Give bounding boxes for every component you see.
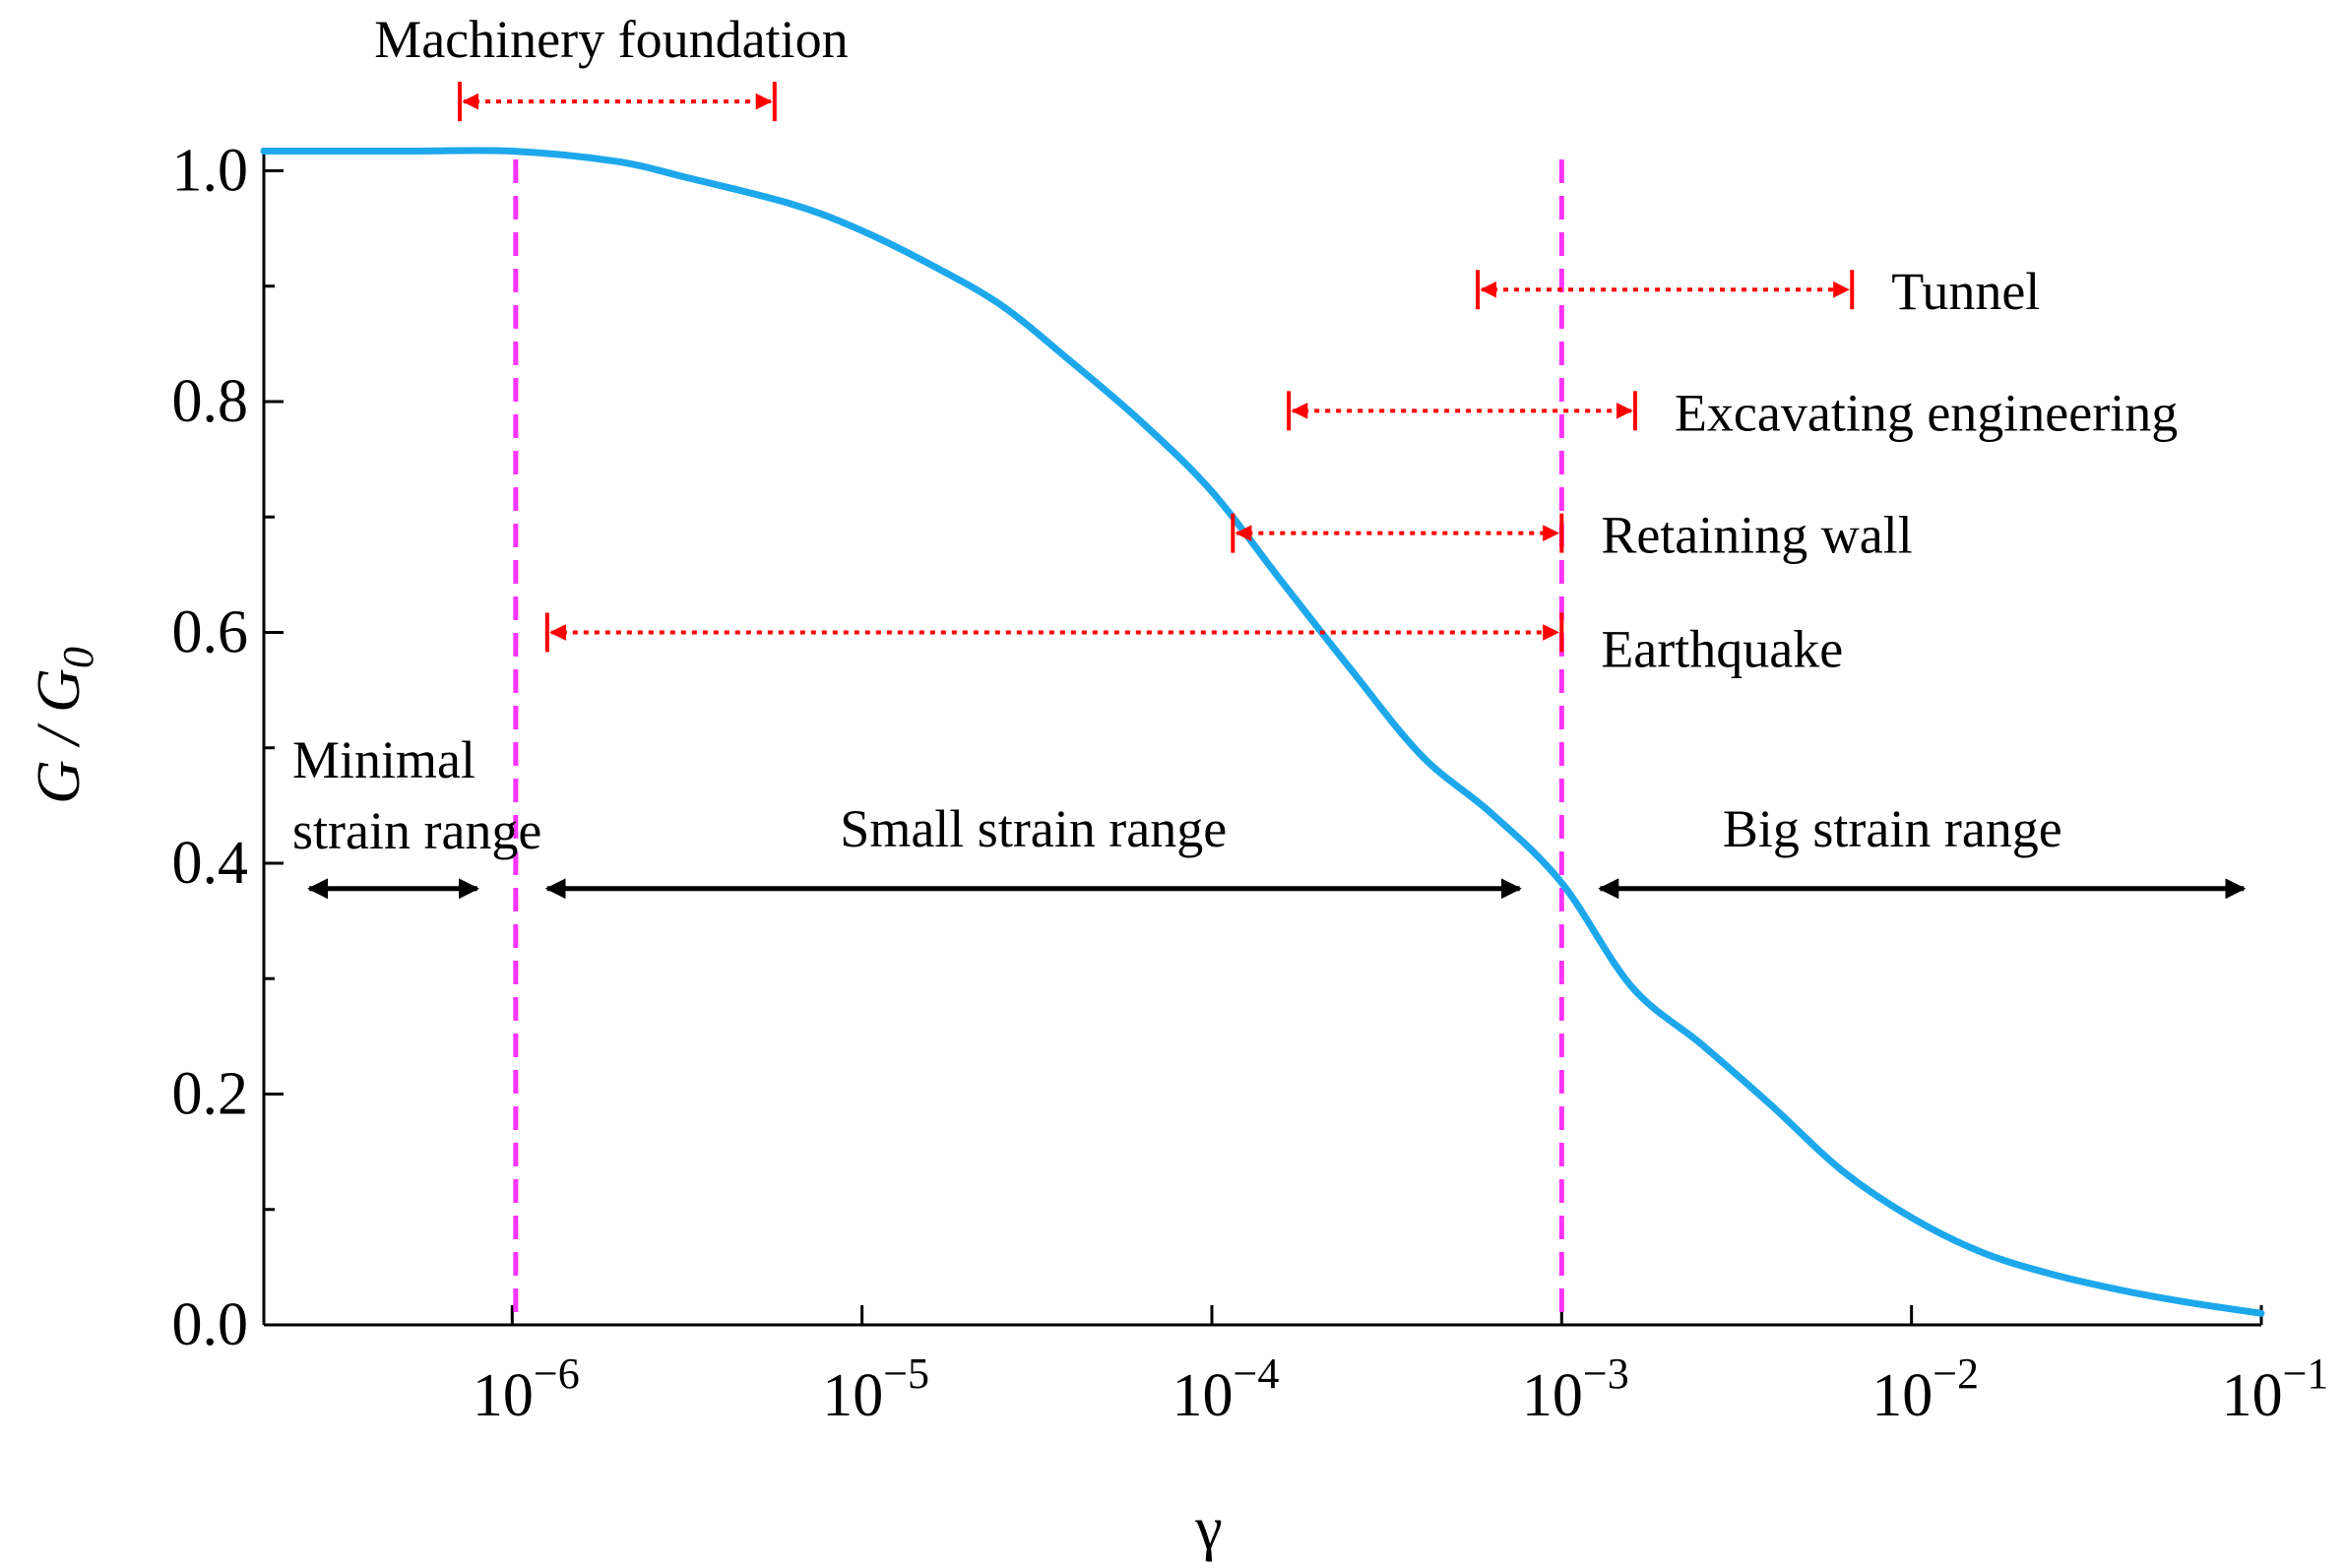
series-line <box>260 147 2265 1317</box>
strain-range-label: strain range <box>292 801 541 860</box>
y-tick-label: 0.2 <box>172 1060 249 1127</box>
y-axis-title: G / G0 <box>26 647 102 804</box>
x-tick-label: 10−6 <box>473 1349 580 1429</box>
x-tick-label: 10−1 <box>2222 1349 2329 1429</box>
y-tick-label: 0.0 <box>172 1291 249 1358</box>
x-tick-label: 10−2 <box>1871 1349 1979 1429</box>
y-axis-title-subscript: 0 <box>54 647 102 668</box>
strain-range-label: Big strain range <box>1723 799 2062 858</box>
strain-range-label: Small strain range <box>840 799 1227 858</box>
axes-layer: 0.0 0.2 0.4 0.6 0.8 1.0 10−6 10−5 10−4 10−3 10−2 10… <box>172 137 2329 1429</box>
strain-range-label: Minimal <box>292 730 475 789</box>
y-axis-title-main: G / G <box>26 668 93 804</box>
x-axis-title: γ <box>1194 1495 1222 1562</box>
svg-text:G / G0: G / G0 <box>26 647 102 804</box>
x-tick-label: 10−3 <box>1522 1349 1629 1429</box>
application-label: Machinery foundation <box>374 10 848 69</box>
x-tick-label: 10−5 <box>822 1349 929 1429</box>
reference-lines <box>513 159 1564 1325</box>
x-tick-label: 10−4 <box>1172 1349 1280 1429</box>
y-tick-label: 0.4 <box>172 830 249 897</box>
annotations-layer: Machinery foundation Tunnel Excavating eng… <box>292 10 2247 900</box>
y-tick-label: 0.8 <box>172 368 249 435</box>
application-label: Earthquake <box>1601 619 1843 678</box>
series-layer <box>260 147 2265 1317</box>
application-label: Tunnel <box>1891 262 2040 321</box>
y-tick-label: 1.0 <box>172 137 249 204</box>
application-label: Retaining wall <box>1601 506 1912 565</box>
y-tick-label: 0.6 <box>172 598 249 665</box>
application-label: Excavating engineering <box>1675 383 2178 442</box>
